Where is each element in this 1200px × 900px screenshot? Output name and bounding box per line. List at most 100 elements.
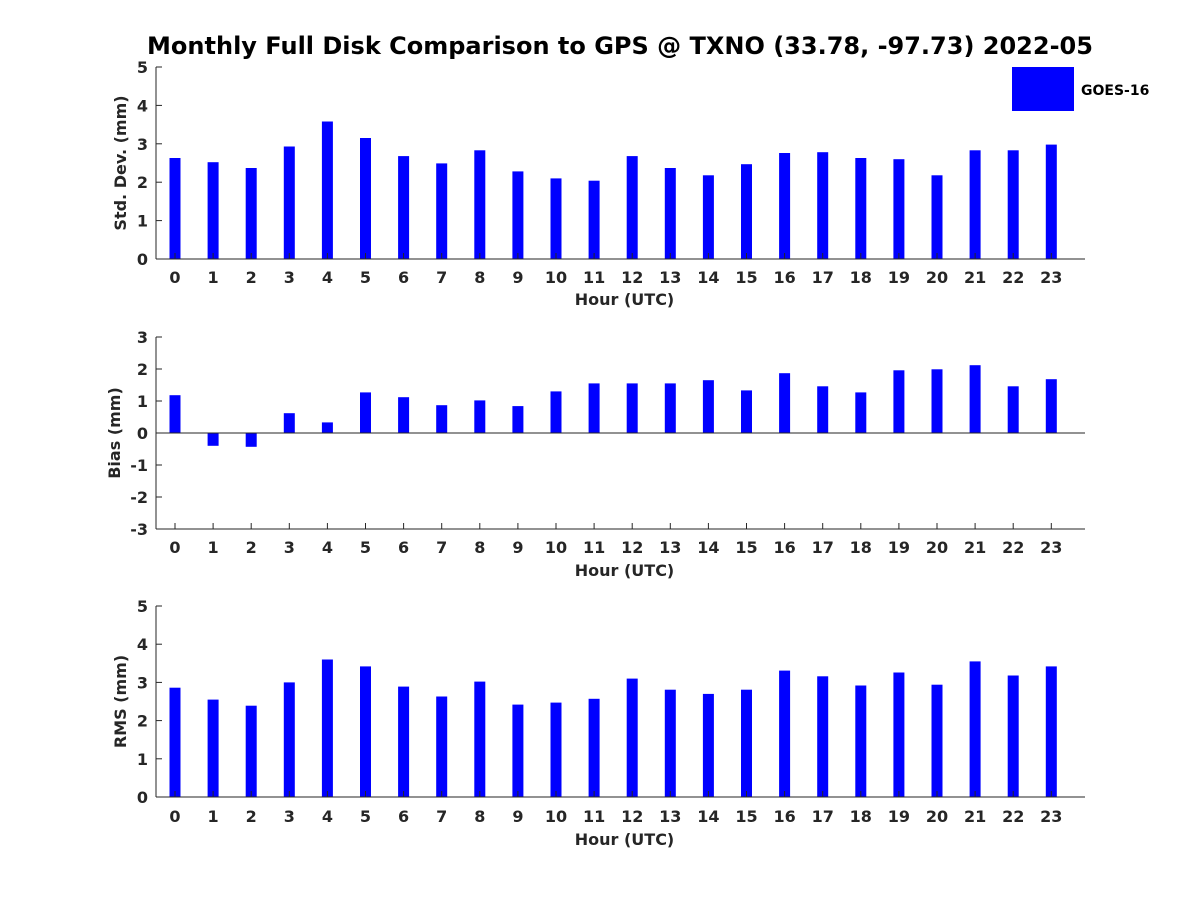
- y-axis-label: Bias (mm): [105, 387, 124, 479]
- x-tick-label: 19: [888, 538, 910, 557]
- x-tick-label: 6: [398, 807, 409, 826]
- x-tick-label: 17: [812, 807, 834, 826]
- x-tick-label: 12: [621, 807, 643, 826]
- bar-rms-hour-23: [1045, 666, 1057, 797]
- bar-rms-hour-3: [283, 682, 295, 797]
- x-tick-label: 20: [926, 807, 948, 826]
- x-tick-label: 3: [284, 807, 295, 826]
- bar-bias-hour-0: [169, 395, 181, 433]
- x-tick-label: 4: [322, 538, 333, 557]
- y-tick-label: 1: [137, 750, 148, 769]
- y-tick-label: 5: [137, 58, 148, 77]
- x-tick-label: 6: [398, 268, 409, 287]
- x-tick-label: 3: [284, 538, 295, 557]
- x-tick-label: 2: [246, 538, 257, 557]
- x-tick-label: 8: [474, 268, 485, 287]
- bar-rms-hour-4: [321, 659, 333, 797]
- x-tick-label: 1: [208, 268, 219, 287]
- x-tick-label: 22: [1002, 807, 1024, 826]
- bar-std-dev-hour-15: [741, 164, 752, 259]
- bar-rms-hour-2: [245, 705, 257, 797]
- bar-std-dev-hour-11: [588, 180, 600, 259]
- y-axis-label: Std. Dev. (mm): [111, 95, 130, 230]
- bar-std-dev-hour-3: [283, 146, 295, 259]
- x-axis-label: Hour (UTC): [575, 290, 675, 309]
- bar-bias-hour-18: [855, 392, 867, 433]
- x-tick-label: 5: [360, 268, 371, 287]
- y-tick-label: 0: [137, 250, 148, 269]
- x-axis-label: Hour (UTC): [575, 561, 675, 580]
- x-tick-label: 2: [246, 268, 257, 287]
- y-tick-label: -1: [130, 456, 148, 475]
- x-tick-label: 19: [888, 807, 910, 826]
- bar-bias-hour-14: [702, 380, 714, 433]
- x-tick-label: 0: [169, 268, 180, 287]
- bar-rms-hour-12: [626, 678, 638, 797]
- x-tick-label: 14: [697, 268, 719, 287]
- x-tick-label: 9: [512, 807, 523, 826]
- y-tick-label: 1: [137, 212, 148, 231]
- y-tick-label: 3: [137, 135, 148, 154]
- bar-bias-hour-1: [207, 433, 219, 446]
- bar-bias-hour-23: [1045, 379, 1057, 433]
- bar-bias-hour-11: [588, 383, 600, 433]
- bar-rms-hour-8: [474, 681, 486, 797]
- y-tick-label: 0: [137, 424, 148, 443]
- bar-rms-hour-9: [512, 704, 524, 797]
- bar-bias-hour-15: [741, 390, 752, 433]
- x-tick-label: 11: [583, 268, 605, 287]
- legend: GOES-16: [1012, 67, 1149, 111]
- x-tick-label: 5: [360, 807, 371, 826]
- bar-rms-hour-1: [207, 699, 219, 797]
- x-tick-label: 1: [208, 807, 219, 826]
- x-tick-label: 10: [545, 807, 567, 826]
- bar-bias-hour-22: [1007, 386, 1019, 433]
- bar-bias-hour-16: [779, 373, 791, 433]
- x-tick-label: 7: [436, 538, 447, 557]
- bar-rms-hour-19: [893, 672, 905, 797]
- bar-bias-hour-3: [283, 413, 295, 433]
- x-tick-label: 1: [208, 538, 219, 557]
- x-tick-label: 14: [697, 807, 719, 826]
- x-tick-label: 10: [545, 268, 567, 287]
- y-tick-label: 3: [137, 328, 148, 347]
- x-tick-label: 7: [436, 807, 447, 826]
- x-tick-label: 11: [583, 807, 605, 826]
- x-tick-label: 0: [169, 807, 180, 826]
- x-tick-label: 9: [512, 538, 523, 557]
- bar-std-dev-hour-12: [626, 156, 638, 259]
- x-tick-label: 15: [735, 268, 757, 287]
- x-tick-label: 4: [322, 807, 333, 826]
- x-tick-label: 20: [926, 268, 948, 287]
- bar-bias-hour-5: [360, 392, 371, 433]
- y-tick-label: 0: [137, 788, 148, 807]
- bar-rms-hour-16: [779, 670, 791, 797]
- x-tick-label: 16: [773, 538, 795, 557]
- x-tick-label: 11: [583, 538, 605, 557]
- x-tick-label: 8: [474, 538, 485, 557]
- bar-std-dev-hour-17: [817, 152, 829, 259]
- bar-bias-hour-13: [664, 383, 676, 433]
- bar-std-dev-hour-2: [245, 168, 257, 259]
- bar-rms-hour-15: [741, 689, 752, 797]
- x-tick-label: 0: [169, 538, 180, 557]
- x-tick-label: 21: [964, 807, 986, 826]
- bar-bias-hour-6: [398, 397, 410, 433]
- x-tick-label: 9: [512, 268, 523, 287]
- bar-bias-hour-2: [245, 433, 257, 447]
- x-axis-label: Hour (UTC): [575, 830, 675, 849]
- y-tick-label: 1: [137, 392, 148, 411]
- legend-swatch: [1012, 67, 1074, 111]
- x-tick-label: 18: [850, 268, 872, 287]
- bar-std-dev-hour-21: [969, 150, 981, 259]
- x-tick-label: 4: [322, 268, 333, 287]
- chart-title: Monthly Full Disk Comparison to GPS @ TX…: [147, 32, 1093, 60]
- y-tick-label: 4: [137, 635, 148, 654]
- y-tick-label: 2: [137, 360, 148, 379]
- bar-rms-hour-13: [664, 689, 676, 797]
- bar-std-dev-hour-1: [207, 162, 219, 259]
- x-tick-label: 18: [850, 538, 872, 557]
- y-tick-label: 2: [137, 173, 148, 192]
